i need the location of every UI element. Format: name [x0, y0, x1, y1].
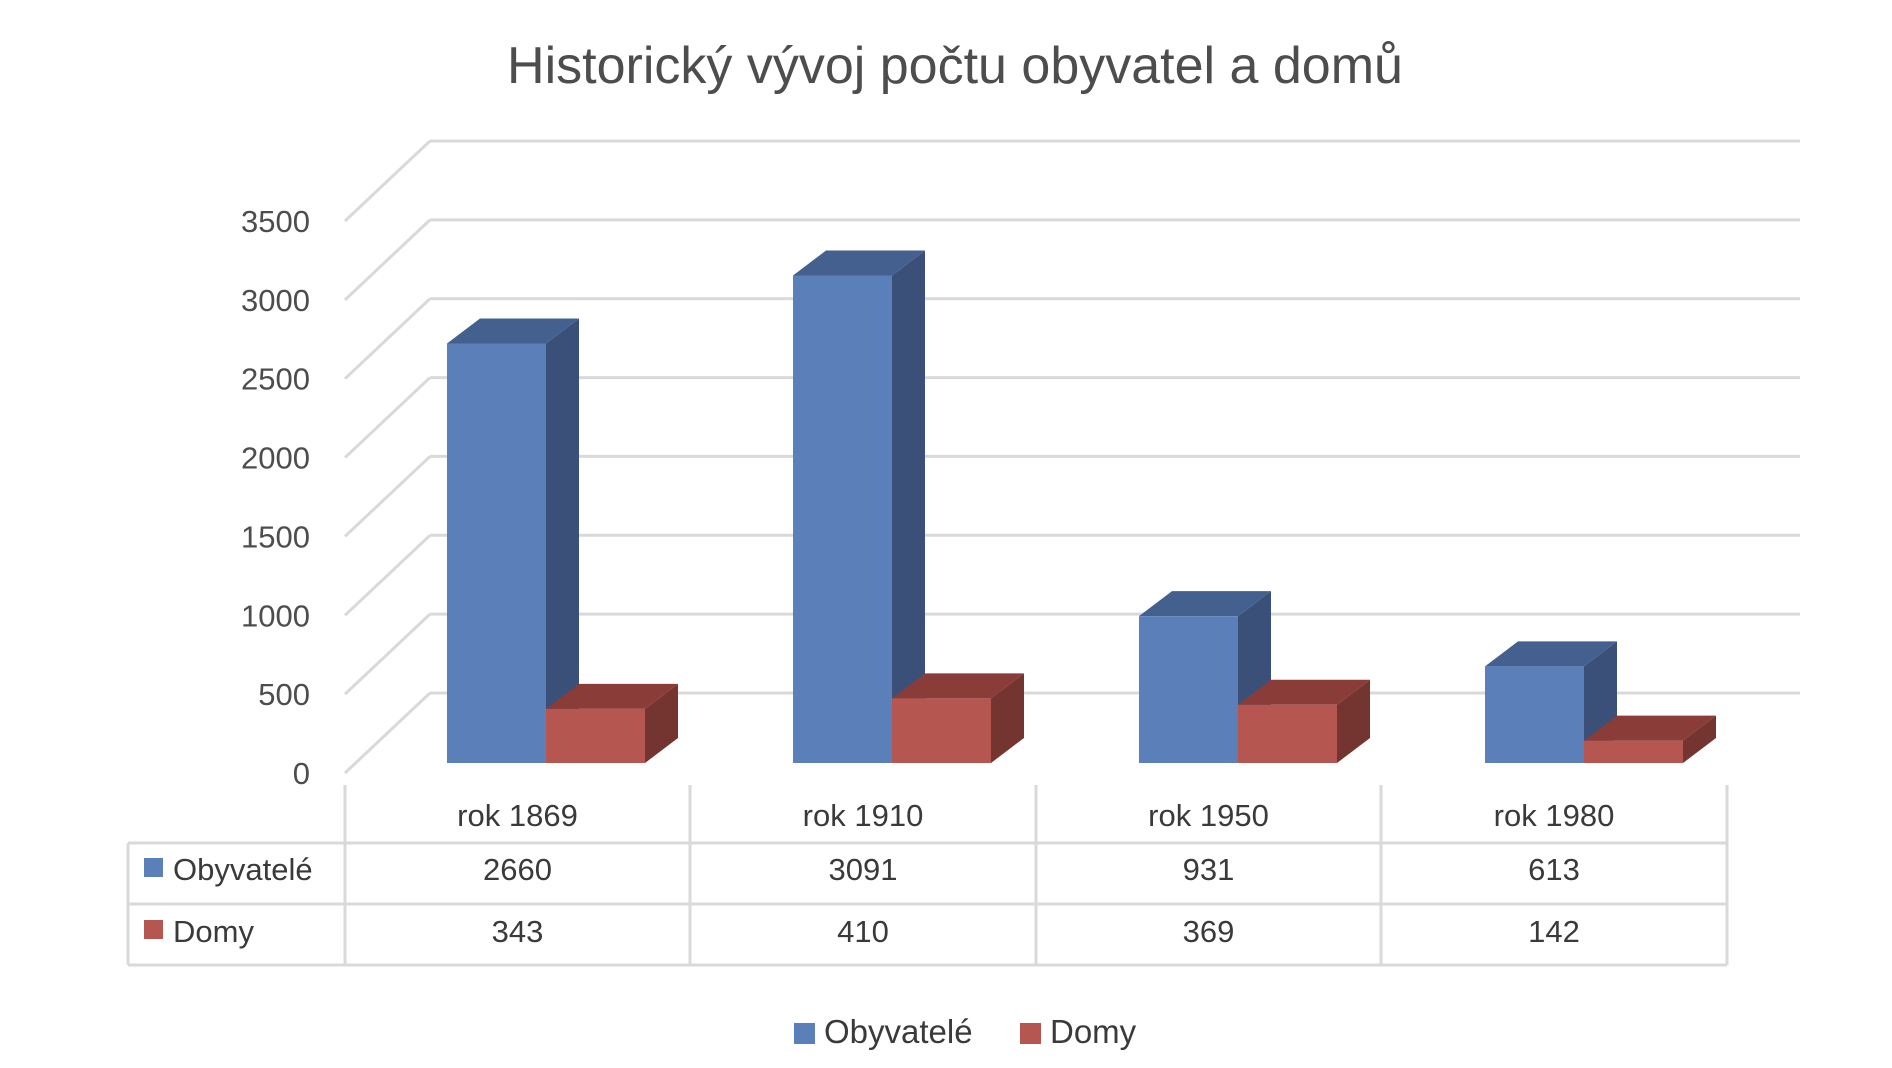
bar-front [447, 343, 546, 763]
gridline-depth [343, 218, 432, 301]
data-label: 613 [1528, 852, 1580, 887]
bar-front [1139, 616, 1238, 763]
y-tick-label: 3500 [241, 204, 310, 239]
gridline-depth [343, 455, 432, 538]
bar-domy-0 [546, 683, 678, 763]
bar-side [1337, 679, 1370, 763]
bar-top [546, 683, 678, 709]
category-label: rok 1980 [1494, 798, 1615, 833]
y-axis-ticks: 0 500 1000 1500 2000 2500 3000 3500 [241, 204, 310, 791]
table-legend-key [144, 920, 163, 939]
data-label: 3091 [829, 852, 898, 887]
y-tick-label: 1000 [241, 598, 310, 633]
legend: Obyvatelé Domy [794, 1013, 1137, 1050]
bar-side [645, 683, 678, 763]
y-tick-label: 500 [258, 677, 310, 712]
bar-domy-1 [892, 673, 1024, 763]
bar-top [793, 250, 925, 276]
data-label: 343 [492, 914, 544, 949]
bar-front [1485, 666, 1584, 763]
bar-side [892, 250, 925, 764]
bar-top [1485, 641, 1617, 667]
bar-side [546, 318, 579, 763]
bar-obyvatelé-0 [447, 318, 579, 763]
y-tick-label: 1500 [241, 519, 310, 554]
bar-side [991, 673, 1024, 763]
data-label: 410 [837, 914, 889, 949]
category-label: rok 1910 [803, 798, 924, 833]
chart-title: Historický vývoj počtu obyvatel a domů [507, 37, 1403, 95]
y-tick-label: 3000 [241, 283, 310, 318]
bar-domy-3 [1584, 715, 1716, 763]
bar-side [1683, 715, 1716, 763]
y-tick-label: 0 [293, 756, 310, 791]
legend-key [1020, 1023, 1041, 1044]
category-label: rok 1869 [457, 798, 578, 833]
legend-label: Obyvatelé [824, 1013, 973, 1050]
data-label: 931 [1183, 852, 1235, 887]
bar-top [1139, 591, 1271, 617]
legend-item-domy: Domy [1020, 1013, 1137, 1050]
bar-top [447, 318, 579, 344]
bar-top [1584, 715, 1716, 741]
bar-domy-2 [1238, 679, 1370, 763]
bars [447, 250, 1716, 764]
bar-front [892, 698, 991, 763]
bar-obyvatelé-1 [793, 250, 925, 764]
bar-front [1584, 740, 1683, 763]
data-label: 369 [1183, 914, 1235, 949]
legend-label: Domy [1050, 1013, 1137, 1050]
data-label: 142 [1528, 914, 1580, 949]
data-table: rok 1869 rok 1910 rok 1950 rok 1980 Obyvatel… [126, 785, 1729, 967]
gridline-depth [343, 139, 432, 223]
data-label: 2660 [483, 852, 552, 887]
category-label: rok 1950 [1148, 798, 1269, 833]
table-series-name: Obyvatelé [173, 852, 313, 887]
gridline-depth [343, 534, 432, 617]
gridline-depth [343, 613, 432, 696]
gridline-depth [343, 376, 432, 459]
bar-front [793, 275, 892, 763]
legend-key [794, 1023, 815, 1044]
table-legend-key [144, 858, 163, 877]
bar-top [1238, 679, 1370, 705]
legend-item-obyvatelé: Obyvatelé [794, 1013, 973, 1050]
bar-obyvatelé-3 [1485, 641, 1617, 763]
y-tick-label: 2000 [241, 441, 310, 476]
gridline-depth [343, 691, 432, 775]
table-series-name: Domy [173, 914, 254, 949]
gridline-depth [343, 297, 432, 380]
bar-front [546, 708, 645, 763]
bar-top [892, 673, 1024, 699]
y-tick-label: 2500 [241, 362, 310, 397]
bar-front [1238, 704, 1337, 763]
